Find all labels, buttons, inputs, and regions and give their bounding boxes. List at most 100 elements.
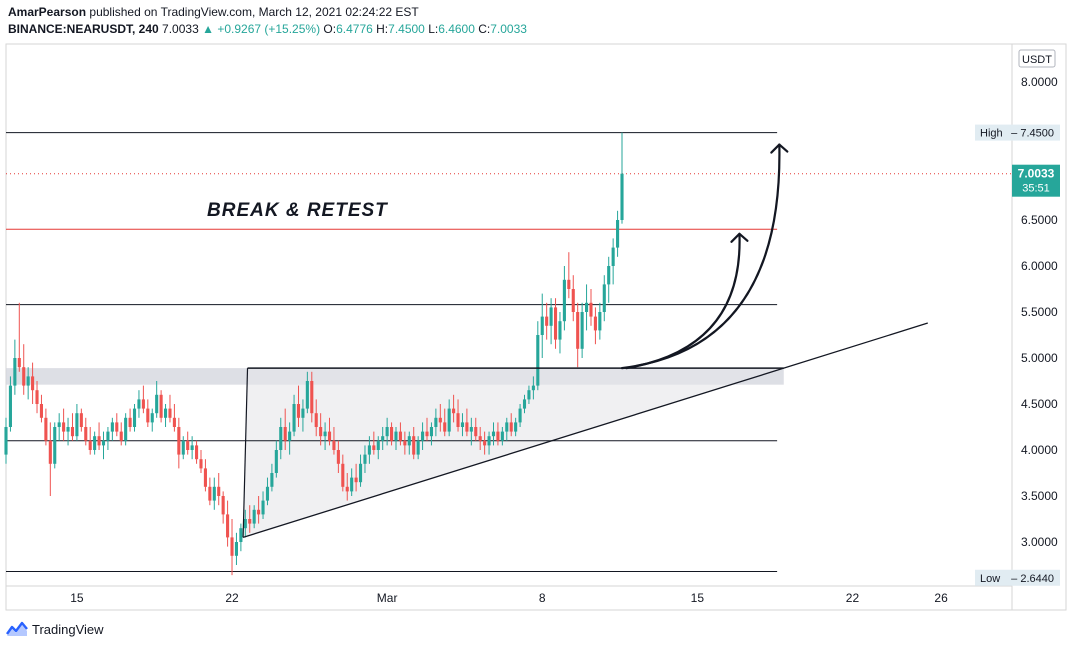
candle-body [305,381,309,409]
candle-body [385,427,389,437]
candle-body [13,358,17,386]
low-label: L: [428,22,439,36]
low-tag-label: Low [980,573,1000,585]
tradingview-logo-icon [6,621,28,636]
time-tick-label: 15 [691,591,705,605]
candle-body [248,519,252,524]
candle-body [398,431,402,441]
candle-body [221,496,225,515]
candle-body [452,408,456,414]
candle-body [576,312,580,349]
candle-body [141,399,145,409]
candle-body [336,450,340,464]
candle-body [274,450,278,473]
candle-body [283,427,287,441]
candle-body [350,477,354,492]
candle-body [17,358,21,368]
break-retest-annotation: BREAK & RETEST [207,200,388,221]
low-tag-value: – 2.6440 [1011,573,1054,585]
last-price-tag-value: 7.0033 [1018,167,1055,181]
candle-body [558,321,562,340]
candle-body [527,390,531,400]
candle-body [354,477,358,483]
candle-body [199,459,203,469]
candle-body [372,445,376,450]
change-up-icon: ▲ [202,22,214,36]
candle-body [4,427,8,455]
published-text: published on TradingView.com, March 12, … [89,5,419,19]
low-value: 6.4600 [438,22,475,36]
candle-body [208,486,212,501]
curved-arrow-line [620,143,781,370]
candle-body [438,417,442,423]
symbol-label: BINANCE:NEARUSDT, 240 [8,22,159,36]
candle-body [474,427,478,437]
time-tick-label: 22 [225,591,239,605]
candle-body [421,431,425,441]
ascending-trendline [242,322,928,539]
candle-body [403,440,407,446]
candle-body [128,417,132,427]
arrow-head-icon [730,232,749,243]
candle-body [553,307,558,340]
candle-body [620,173,624,220]
candle-body [394,431,398,441]
candle-body [376,440,380,450]
candle-body [390,427,394,441]
candle-body [616,220,620,248]
candle-body [496,431,500,441]
candle-body [567,279,571,289]
candle-body [88,440,92,450]
candle-body [106,431,110,441]
candle-body [598,312,602,331]
candle-body [483,440,487,446]
candle-body [26,376,30,386]
close-value: 7.0033 [490,22,527,36]
time-tick-label: 8 [539,591,546,605]
open-value: 6.4776 [336,22,373,36]
candle-body [265,486,270,501]
price-tick-label: 5.0000 [1021,351,1058,365]
price-tick-label: 3.5000 [1021,489,1058,503]
price-tick-label: 4.0000 [1021,443,1058,457]
candle-body [363,454,367,464]
candle-body [84,427,88,441]
candle-body [585,302,589,312]
symbol-legend: BINANCE:NEARUSDT, 240 7.0033 ▲ +0.9267 (… [8,22,527,36]
candle-body [261,500,265,515]
candle-body [429,427,433,437]
candle-body [323,431,327,437]
candle-body [270,473,274,487]
candle-body [611,247,615,266]
candle-body [93,436,97,450]
author-name[interactable]: AmarPearson [8,5,87,19]
candle-body [465,422,469,432]
open-label: O: [323,22,337,36]
candle-body [155,394,159,414]
candle-body [301,408,305,418]
candle-body [607,266,611,285]
candle-body [531,385,535,391]
time-tick-label: 15 [70,591,84,605]
candle-body [279,427,283,450]
candle-body [514,422,518,432]
candle-body [70,427,75,437]
candle-body [181,440,185,455]
candle-body [119,431,123,441]
candle-body [292,404,296,432]
candle-body [57,422,61,427]
candle-body [75,413,79,437]
candle-body [540,316,544,335]
candle-body [412,436,416,455]
candle-body [48,440,52,464]
high-value: 7.4500 [388,22,425,36]
candle-body [487,436,491,446]
high-tag-label: High [980,128,1003,140]
chart-border [5,43,1067,611]
candle-body [203,468,207,487]
candle-body [562,279,566,322]
tradingview-brand[interactable]: TradingView [6,621,104,637]
candle-body [469,427,473,432]
candle-body [79,413,83,427]
